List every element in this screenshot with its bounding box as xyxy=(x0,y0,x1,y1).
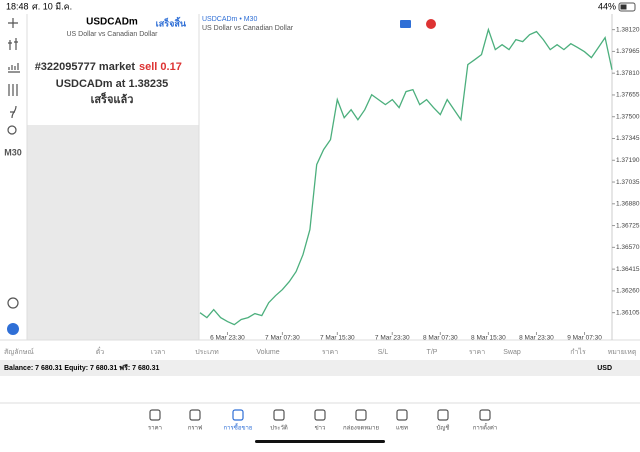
y-tick-label: 1.36725 xyxy=(616,222,640,229)
chart: 1.38120 1.37965 1.37810 1.37655 1.37500 1.373… xyxy=(199,26,640,342)
clock: 18:48 xyxy=(6,1,29,11)
column-header: T/P xyxy=(427,349,438,356)
tab-icon[interactable] xyxy=(232,409,244,421)
tab-label[interactable]: ราคา xyxy=(148,425,162,432)
y-tick-label: 1.36415 xyxy=(616,266,640,273)
chart-subtitle: US Dollar vs Canadian Dollar xyxy=(202,25,294,32)
bars-icon[interactable] xyxy=(8,38,18,50)
column-header: ราคา xyxy=(469,349,485,356)
tab-label[interactable]: กราฟ xyxy=(188,425,202,432)
order-side: sell 0.17 xyxy=(139,61,182,73)
column-header: ประเภท xyxy=(195,349,219,356)
tab-label[interactable]: บัญชี xyxy=(437,424,450,432)
column-header: เวลา xyxy=(151,349,166,356)
flag-icon xyxy=(400,20,411,28)
positions-table: สัญลักษณ์ ตั๋ว เวลา ประเภท Volume ราคา S/L T/P ร… xyxy=(4,347,637,356)
column-header: ราคา xyxy=(322,349,338,356)
column-header: กำไร xyxy=(570,347,586,356)
y-tick-label: 1.37035 xyxy=(616,179,640,186)
tab-icon[interactable] xyxy=(437,409,449,421)
indicators-icon[interactable] xyxy=(8,84,18,96)
crosshair-icon[interactable] xyxy=(8,18,18,28)
battery-text: 44% xyxy=(598,1,616,11)
column-header: สัญลักษณ์ xyxy=(4,348,34,356)
x-tick-label: 8 Mar 07:30 xyxy=(423,335,458,342)
x-tick-label: 7 Mar 07:30 xyxy=(265,335,300,342)
chart-title: USDCADm • M30 xyxy=(202,16,257,23)
timeframe-button[interactable]: M30 xyxy=(4,147,22,157)
tab-icon[interactable] xyxy=(396,409,408,421)
column-header: S/L xyxy=(378,349,389,356)
objects-icon[interactable] xyxy=(7,125,17,135)
y-tick-label: 1.37190 xyxy=(616,157,640,164)
search-icon[interactable] xyxy=(7,297,19,309)
y-tick-label: 1.36880 xyxy=(616,201,640,208)
column-header: Swap xyxy=(503,349,521,356)
tab-bar: ราคา กราฟ การซื้อขาย ประวัติ ข่าว กล่องจดหมาย… xyxy=(148,409,497,432)
tab-icon[interactable] xyxy=(479,409,491,421)
column-header: ตั๋ว xyxy=(96,347,105,356)
tab-label[interactable]: การตั้งค่า xyxy=(473,422,497,432)
order-status: เสร็จแล้ว xyxy=(91,92,134,106)
y-tick-label: 1.36570 xyxy=(616,244,640,251)
x-tick-label: 7 Mar 15:30 xyxy=(320,335,355,342)
x-tick-label: 6 Mar 23:30 xyxy=(210,335,245,342)
order-price: USDCADm at 1.38235 xyxy=(56,78,169,90)
y-tick-label: 1.36105 xyxy=(616,309,640,316)
column-header: Volume xyxy=(256,349,279,356)
y-tick-label: 1.37500 xyxy=(616,113,640,120)
tab-icon[interactable] xyxy=(355,409,367,421)
tab-icon[interactable] xyxy=(273,409,285,421)
tab-label[interactable]: การซื้อขาย xyxy=(224,422,253,432)
battery-icon xyxy=(618,2,636,12)
tab-label[interactable]: ประวัติ xyxy=(270,425,288,432)
x-tick-label: 7 Mar 23:30 xyxy=(375,335,410,342)
tab-label[interactable]: ข่าว xyxy=(315,425,326,432)
tab-label[interactable]: แชท xyxy=(396,425,408,432)
date: ศ. 10 มี.ค. xyxy=(32,1,72,11)
battery-level xyxy=(620,4,627,10)
tab-icon[interactable] xyxy=(149,409,161,421)
symbol-description: US Dollar vs Canadian Dollar xyxy=(66,31,158,38)
order-text: #322095777 market xyxy=(35,61,136,73)
balance-row xyxy=(0,360,640,376)
x-tick-label: 8 Mar 23:30 xyxy=(519,335,554,342)
flag-icon xyxy=(426,19,436,29)
currency: USD xyxy=(597,365,612,372)
y-tick-label: 1.37810 xyxy=(616,70,640,77)
x-tick-label: 9 Mar 07:30 xyxy=(567,335,602,342)
home-indicator xyxy=(255,440,385,443)
balance-text: Balance: 7 680.31 Equity: 7 680.31 ฟรี: … xyxy=(4,364,160,372)
tab-icon[interactable] xyxy=(314,409,326,421)
price-line xyxy=(199,27,613,326)
tab-icon[interactable] xyxy=(189,409,201,421)
y-tick-label: 1.37345 xyxy=(616,135,640,142)
y-tick-label: 1.37655 xyxy=(616,92,640,99)
y-tick-label: 1.36260 xyxy=(616,288,640,295)
y-tick-label: 1.37965 xyxy=(616,48,640,55)
y-tick-label: 1.38120 xyxy=(616,26,640,33)
done-button[interactable]: เสร็จสิ้น xyxy=(156,16,187,28)
tab-label[interactable]: กล่องจดหมาย xyxy=(343,425,379,432)
symbol-title[interactable]: USDCADm xyxy=(86,17,138,28)
app-icon[interactable] xyxy=(7,323,19,335)
function-icon[interactable] xyxy=(10,105,17,119)
panel-background xyxy=(27,125,199,340)
toolbar xyxy=(7,18,20,309)
x-tick-label: 8 Mar 15:30 xyxy=(471,335,506,342)
chart-type-icon[interactable] xyxy=(8,63,20,73)
column-header: หมายเหตุ xyxy=(608,349,637,356)
